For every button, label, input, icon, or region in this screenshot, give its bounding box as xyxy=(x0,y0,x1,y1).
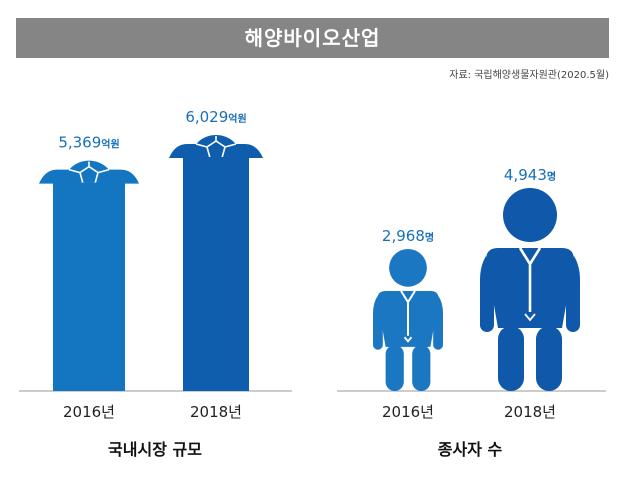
person-value-label-0-number: 2,968 xyxy=(382,227,425,245)
left-tick-label-2018: 2018년 xyxy=(190,403,242,421)
person-value-label-0: 2,968명 xyxy=(382,227,434,245)
bar-value-label-0: 5,369억원 xyxy=(58,134,119,152)
person-tie-1 xyxy=(518,247,542,312)
person-right-leg-0 xyxy=(412,344,431,391)
bar-value-label-1: 6,029억원 xyxy=(185,108,246,126)
person-value-label-0-unit: 명 xyxy=(425,231,434,244)
right-tick-label-2016: 2016년 xyxy=(382,403,434,421)
person-left-leg-1 xyxy=(498,326,524,391)
page-title: 해양바이오산업 xyxy=(244,26,381,50)
bar-value-label-1-number: 6,029 xyxy=(185,108,228,126)
person-tie-tip-0 xyxy=(403,336,413,343)
left-tick-label-2016: 2016년 xyxy=(63,403,115,421)
person-head-1 xyxy=(503,188,557,242)
person-value-label-1-unit: 명 xyxy=(547,170,556,183)
turtle-shell-0 xyxy=(64,160,114,184)
person-tie-0 xyxy=(400,290,416,336)
turtle-shell-1 xyxy=(191,135,241,158)
person-value-label-1: 4,943명 xyxy=(504,166,556,184)
source-note: 자료: 국립해양생물자원관(2020.5월) xyxy=(449,70,609,81)
left-chart-title: 국내시장 규모 xyxy=(108,440,202,459)
person-value-label-1-number: 4,943 xyxy=(504,166,547,184)
bar-value-label-1-unit: 억원 xyxy=(228,112,246,125)
person-left-leg-0 xyxy=(385,344,404,391)
right-chart-title: 종사자 수 xyxy=(438,440,503,459)
bar-value-label-0-number: 5,369 xyxy=(58,134,101,152)
bar-2016년 xyxy=(53,182,125,391)
right-tick-label-2018: 2018년 xyxy=(504,403,556,421)
person-head-0 xyxy=(389,248,427,287)
bar-2018년 xyxy=(183,157,249,391)
bar-value-label-0-unit: 억원 xyxy=(101,138,119,151)
title-banner: 해양바이오산업 xyxy=(16,18,609,58)
person-tie-tip-1 xyxy=(524,313,536,322)
person-right-leg-1 xyxy=(536,326,562,391)
